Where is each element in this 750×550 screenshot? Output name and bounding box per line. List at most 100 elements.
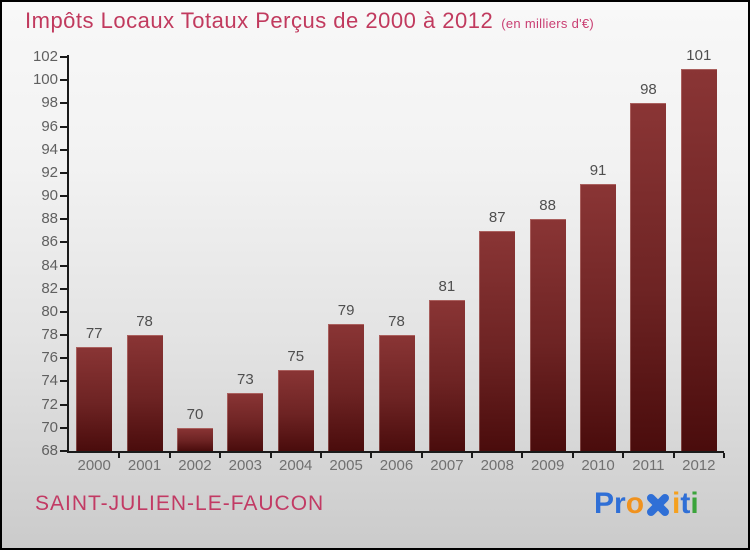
x-axis-tick-label: 2009 xyxy=(530,457,565,474)
bar-value-label: 79 xyxy=(337,301,355,319)
bar-value-label: 88 xyxy=(539,197,556,215)
logo-letter: o xyxy=(625,487,645,520)
y-axis-tick xyxy=(60,403,67,406)
y-axis-tick xyxy=(60,102,67,105)
bar xyxy=(479,230,516,451)
x-axis-tick xyxy=(319,453,322,458)
y-axis-tick-label: 86 xyxy=(41,233,58,251)
y-axis-tick xyxy=(60,148,67,151)
bar xyxy=(126,335,163,451)
x-axis-tick-label: 2008 xyxy=(480,457,514,474)
y-axis-tick-label: 82 xyxy=(41,279,58,297)
logo-letter: r xyxy=(614,487,626,520)
y-axis-tick xyxy=(60,125,67,128)
bar xyxy=(76,346,113,451)
logo-letter: i xyxy=(672,487,681,520)
bar xyxy=(277,369,314,451)
y-axis-tick-label: 80 xyxy=(41,302,58,320)
y-axis-tick-label: 96 xyxy=(41,117,58,135)
bar xyxy=(630,103,667,451)
y-axis-tick xyxy=(60,380,67,383)
bar-value-label: 98 xyxy=(640,81,657,99)
x-cross-icon xyxy=(647,494,670,516)
x-axis-tick xyxy=(370,453,373,458)
y-axis-tick-label: 92 xyxy=(41,163,58,181)
y-axis-tick-label: 68 xyxy=(41,442,58,459)
y-axis-tick-label: 90 xyxy=(41,187,58,205)
y-axis-tick xyxy=(60,287,67,290)
bar xyxy=(378,335,415,451)
y-axis-tick xyxy=(60,310,67,313)
x-axis-tick-label: 2007 xyxy=(430,457,464,474)
bar-value-label: 87 xyxy=(488,208,506,226)
bar-value-label: 70 xyxy=(186,405,204,423)
y-axis-tick xyxy=(60,79,67,82)
x-axis-tick-label: 2010 xyxy=(581,457,615,474)
x-axis-tick-label: 2005 xyxy=(329,457,363,474)
y-axis-tick-label: 102 xyxy=(32,48,58,65)
bar-value-label: 78 xyxy=(388,313,405,331)
chart-title: Impôts Locaux Totaux Perçus de 2000 à 20… xyxy=(25,8,594,34)
x-axis-tick-label: 2012 xyxy=(682,457,716,474)
y-axis-tick-label: 88 xyxy=(41,210,58,228)
x-axis-tick xyxy=(269,453,272,458)
y-axis-tick-label: 94 xyxy=(41,140,58,158)
y-axis-tick xyxy=(60,171,67,174)
x-axis-tick xyxy=(118,453,121,458)
logo-letter: i xyxy=(690,487,699,520)
bar-value-label: 101 xyxy=(686,46,712,64)
x-axis-tick xyxy=(672,453,675,458)
bar-value-label: 73 xyxy=(236,371,254,389)
y-axis-tick xyxy=(60,334,67,337)
bar-value-label: 77 xyxy=(85,324,103,342)
y-axis-tick xyxy=(60,426,67,429)
bar xyxy=(580,184,617,451)
y-axis-tick xyxy=(60,56,67,58)
logo-letter: P xyxy=(594,487,615,520)
y-axis-tick xyxy=(60,218,67,221)
y-axis-tick xyxy=(60,264,67,267)
y-axis-tick-label: 74 xyxy=(41,372,58,390)
y-axis-tick-label: 78 xyxy=(41,326,58,344)
x-axis-tick-label: 2001 xyxy=(127,457,162,474)
y-axis-tick-label: 72 xyxy=(41,395,58,413)
bar xyxy=(680,68,717,451)
x-axis-line xyxy=(67,451,724,453)
x-axis-tick xyxy=(571,453,574,458)
x-axis-tick-label: 2004 xyxy=(279,457,313,474)
bar-value-label: 81 xyxy=(438,278,456,296)
bar xyxy=(328,323,365,451)
logo-letter: t xyxy=(680,487,691,520)
y-axis-tick xyxy=(60,357,67,360)
y-axis-tick xyxy=(60,195,67,198)
y-axis-tick-label: 70 xyxy=(41,418,58,436)
bar xyxy=(176,427,213,451)
x-axis-tick xyxy=(219,453,222,458)
bar-value-label: 91 xyxy=(589,162,607,180)
y-axis-tick-label: 100 xyxy=(32,71,58,89)
x-axis-tick xyxy=(168,453,171,458)
bar xyxy=(227,393,264,451)
y-axis-line xyxy=(67,55,69,453)
x-axis-tick-label: 2006 xyxy=(379,457,414,474)
place-name-label: SAINT-JULIEN-LE-FAUCON xyxy=(35,492,325,515)
x-axis-tick xyxy=(723,453,725,458)
y-axis-tick-label: 98 xyxy=(41,94,58,112)
x-axis-tick xyxy=(420,453,423,458)
bar-value-label: 78 xyxy=(136,313,153,331)
y-axis-tick-label: 76 xyxy=(41,349,58,367)
x-axis-tick-label: 2003 xyxy=(228,457,263,474)
bar-value-label: 75 xyxy=(287,347,305,365)
x-axis-tick xyxy=(471,453,474,458)
bar xyxy=(529,219,566,451)
x-axis-tick xyxy=(622,453,625,458)
chart-title-text: Impôts Locaux Totaux Perçus de 2000 à 20… xyxy=(25,8,494,33)
y-axis-tick xyxy=(60,450,67,452)
y-axis-tick-label: 84 xyxy=(41,256,58,274)
bar xyxy=(428,300,465,451)
y-axis-tick xyxy=(60,241,67,244)
x-axis-tick-label: 2011 xyxy=(632,457,665,474)
x-axis-tick-label: 2002 xyxy=(178,457,212,474)
